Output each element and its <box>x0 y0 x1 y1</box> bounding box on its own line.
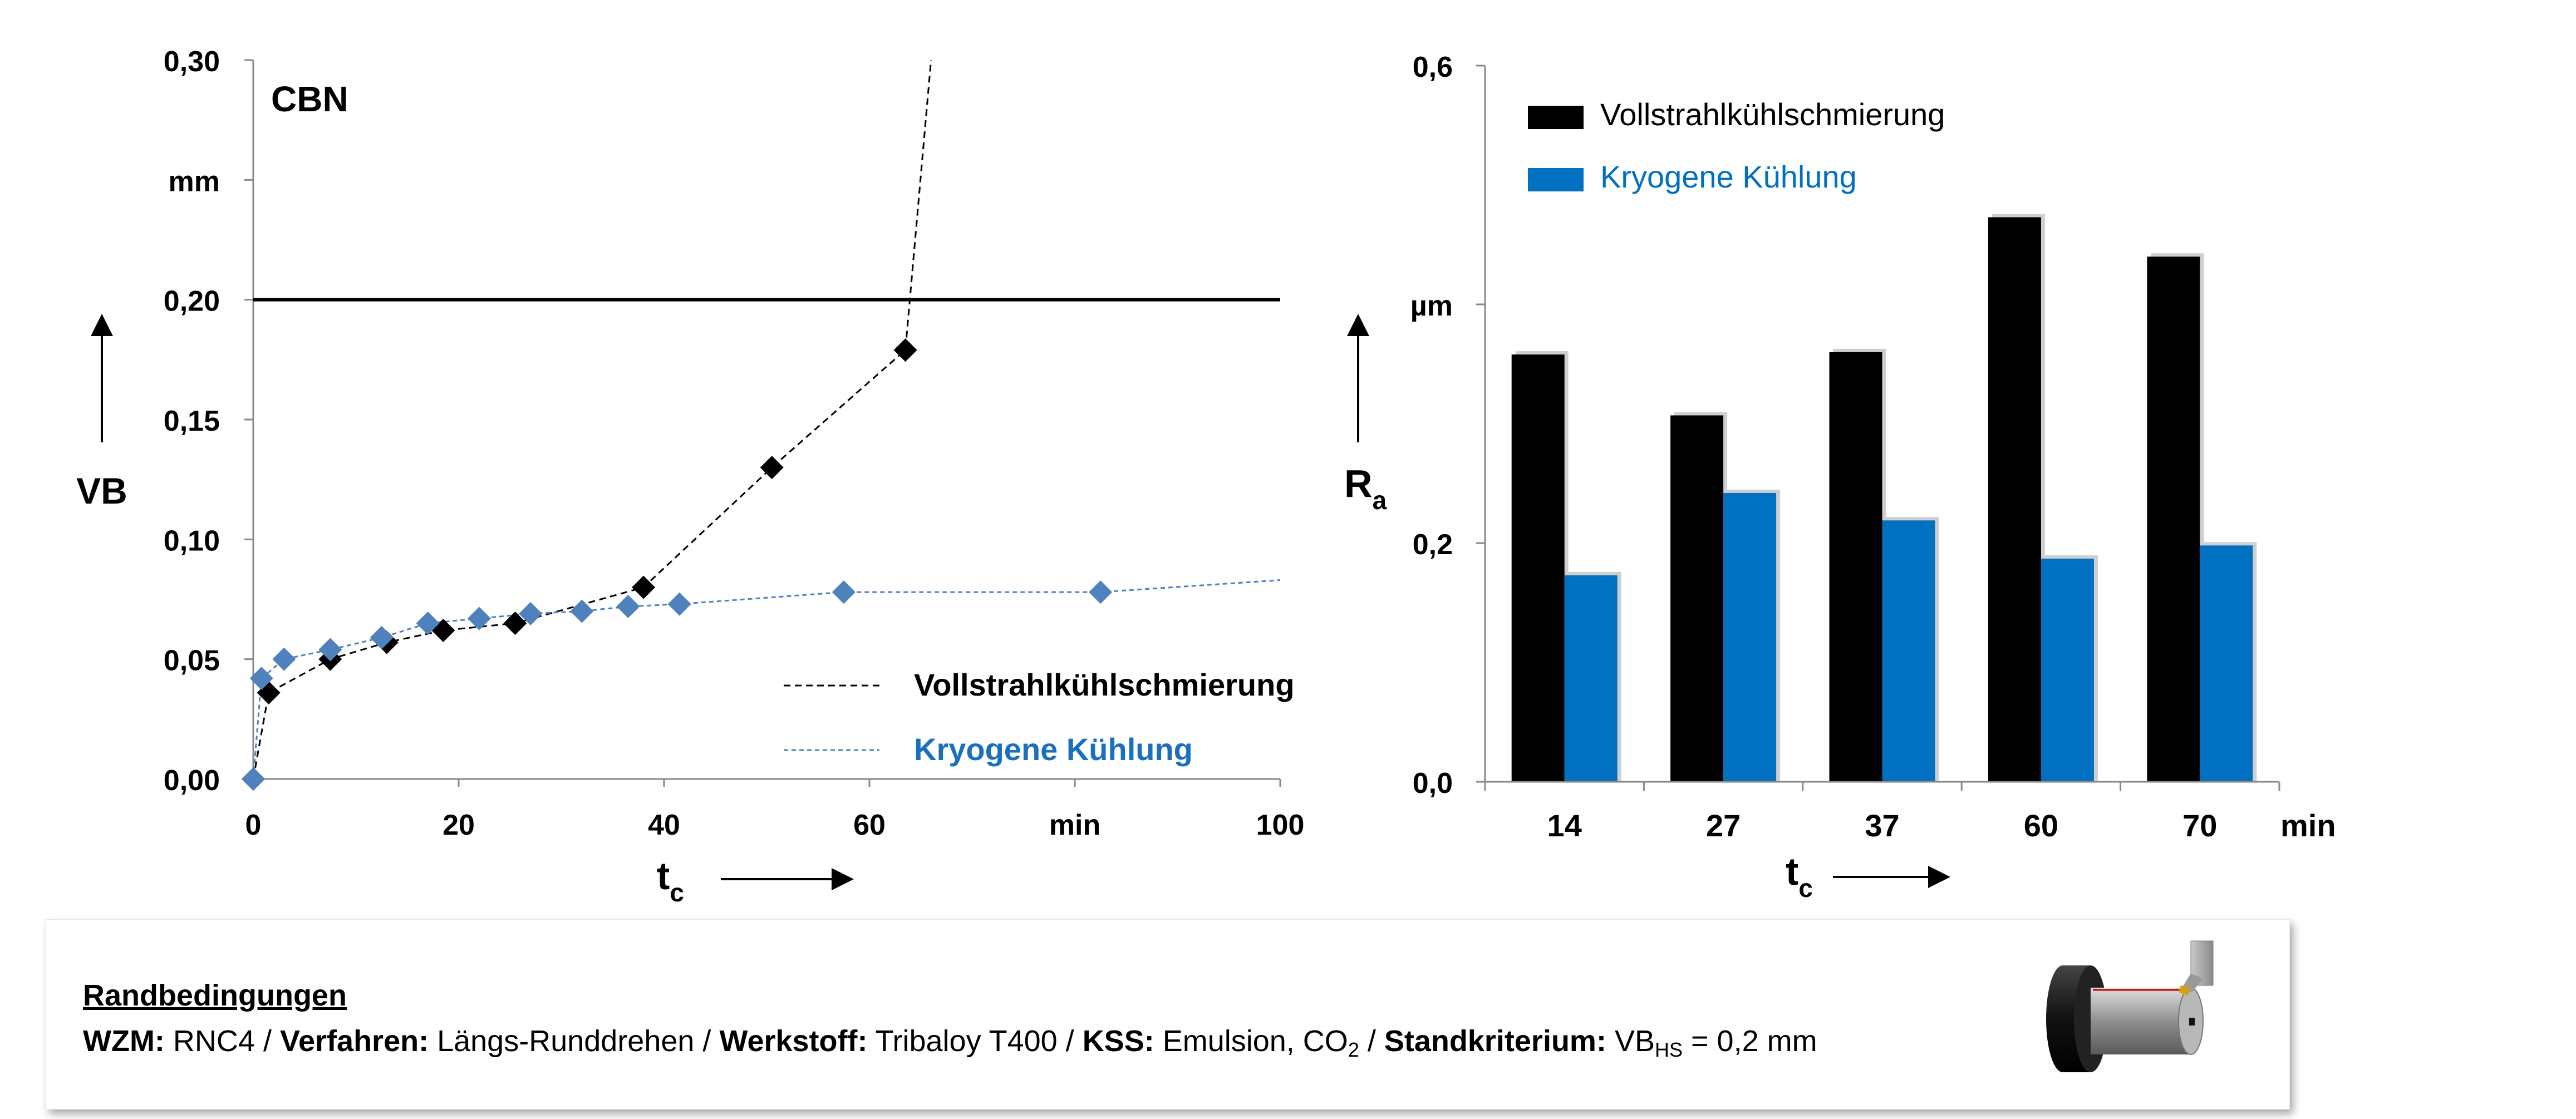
ra-legend: Vollstrahlkühlschmierung Kryogene Kühlun… <box>1528 97 1945 194</box>
vb-x-tick-label: 0 <box>245 809 262 841</box>
vb-legend-label-kryo: Kryogene Kühlung <box>914 732 1193 767</box>
kss-subscript: 2 <box>1348 1038 1359 1061</box>
vb-y-tick-label: 0,10 <box>164 525 220 557</box>
vb-data-point <box>242 767 265 791</box>
ra-bars-group <box>1511 214 2257 782</box>
vb-y-tick-label: 0,00 <box>164 765 220 797</box>
wzm-label: WZM: <box>83 1024 165 1058</box>
werkstoff-label: Werkstoff: <box>719 1024 868 1058</box>
vb-data-point <box>632 575 656 599</box>
vb-data-point <box>272 647 296 671</box>
kss-label: KSS: <box>1082 1024 1154 1058</box>
vb-legend: Vollstrahlkühlschmierung Kryogene Kühlun… <box>784 667 1295 767</box>
vb-series-line <box>252 60 932 780</box>
ra-y-tick-label: 0,0 <box>1413 767 1453 800</box>
ra-x-unit: min <box>2280 808 2336 843</box>
verfahren-value: Längs-Runddrehen / <box>429 1024 720 1058</box>
ra-legend-label-voll: Vollstrahlkühlschmierung <box>1600 97 1945 132</box>
conditions-title: Randbedingungen <box>83 979 347 1012</box>
vb-data-point <box>570 599 594 623</box>
ra-legend-label-kryo: Kryogene Kühlung <box>1600 159 1857 194</box>
ra-x-tick-label: 14 <box>1547 808 1582 843</box>
conditions-panel: Randbedingungen WZM: RNC4 / Verfahren: L… <box>46 919 2290 1110</box>
ra-y-tick-marks <box>1476 65 1485 783</box>
vb-y-tick-label: 0,20 <box>164 285 220 318</box>
ra-x-tick-label: 37 <box>1865 808 1899 843</box>
ra-x-tick-label: 70 <box>2182 808 2217 843</box>
vb-legend-label-voll: Vollstrahlkühlschmierung <box>914 667 1295 702</box>
vb-value: = 0,2 mm <box>1683 1024 1817 1058</box>
standkriterium-label: Standkriterium: <box>1384 1024 1606 1058</box>
vb-data-point <box>370 625 394 649</box>
ra-y-tick-label: 0,2 <box>1413 529 1453 561</box>
vb-x-tick-labels: 0 20 40 60 min 100 <box>245 809 1305 841</box>
ra-bar <box>2041 558 2094 782</box>
vb-x-tick-label: 60 <box>853 809 886 841</box>
vb-data-point <box>667 592 691 616</box>
vb-wear-chart: 0,00 0,05 0,10 0,15 0,20 mm 0,30 0 20 40 60 min 100… <box>76 46 1304 907</box>
vb-data-point <box>519 602 543 625</box>
wzm-value: RNC4 / <box>164 1024 280 1058</box>
vb-y-tick-marks <box>244 59 1281 787</box>
ra-bar <box>1829 352 1882 782</box>
ra-roughness-chart: 0,0 0,2 µm 0,6 14 27 37 60 70 min Ra tc Vollstr… <box>1344 51 2336 903</box>
ra-y-axis-label: Ra <box>1344 462 1387 515</box>
ra-x-tick-label: 60 <box>2024 808 2058 843</box>
ra-x-tick-marks <box>1484 782 2280 791</box>
verfahren-label: Verfahren: <box>279 1024 429 1058</box>
ra-x-tick-labels: 14 27 37 60 70 <box>1547 808 2218 843</box>
vb-x-tick-label: 40 <box>648 809 680 841</box>
ra-bar <box>1882 520 1935 782</box>
separator: / <box>1359 1024 1384 1058</box>
vb-data-point <box>1089 580 1113 604</box>
ra-bar <box>2200 545 2253 782</box>
vb-data-point <box>249 667 273 691</box>
turning-tool-workpiece-icon <box>2046 940 2214 1072</box>
vb-y-tick-label: 0,30 <box>164 46 220 78</box>
ra-y-tick-labels: 0,0 0,2 µm 0,6 <box>1410 51 1453 800</box>
ra-x-tick-label: 27 <box>1706 808 1741 843</box>
vb-y-tick-label: mm <box>169 165 220 198</box>
vb-data-point <box>318 638 342 662</box>
kss-value: Emulsion, CO <box>1154 1024 1348 1058</box>
vb-chart-title: CBN <box>271 79 348 119</box>
vb-data-point <box>616 594 640 618</box>
ra-bar <box>1670 415 1724 782</box>
vb-y-tick-labels: 0,00 0,05 0,10 0,15 0,20 mm 0,30 <box>164 46 220 797</box>
ra-legend-swatch-voll <box>1528 106 1584 129</box>
vb-data-point <box>416 612 440 635</box>
ra-x-axis-label: tc <box>1786 850 1813 903</box>
vb-y-tick-label: 0,05 <box>164 645 220 677</box>
vb-data-point <box>467 607 491 630</box>
vb-y-axis-label: VB <box>76 470 127 511</box>
ra-bar <box>2147 257 2200 782</box>
ra-y-tick-label: µm <box>1410 290 1453 322</box>
werkstoff-value: Tribaloy T400 / <box>867 1024 1083 1058</box>
conditions-text: WZM: RNC4 / Verfahren: Längs-Runddrehen … <box>83 1024 1817 1062</box>
ra-bar <box>1564 575 1618 782</box>
vb-data-point <box>893 338 917 362</box>
vb-subscript: HS <box>1654 1038 1683 1061</box>
ra-legend-swatch-kryo <box>1528 168 1584 191</box>
vb-x-tick-label: min <box>1049 809 1100 841</box>
ra-y-tick-label: 0,6 <box>1413 51 1453 83</box>
vb-y-tick-label: 0,15 <box>164 405 220 437</box>
ra-bar <box>1988 217 2041 782</box>
vb-data-point <box>832 580 856 604</box>
ra-bar <box>1723 492 1777 782</box>
vb-x-tick-label: 100 <box>1256 809 1305 841</box>
vb-prefix: VB <box>1606 1024 1655 1058</box>
ra-bar <box>1511 354 1565 782</box>
vb-x-axis-label: tc <box>657 854 684 907</box>
vb-data-point <box>760 456 784 480</box>
vb-x-tick-label: 20 <box>443 809 475 841</box>
vb-data-point <box>503 612 527 635</box>
vb-series-group <box>242 60 1281 791</box>
